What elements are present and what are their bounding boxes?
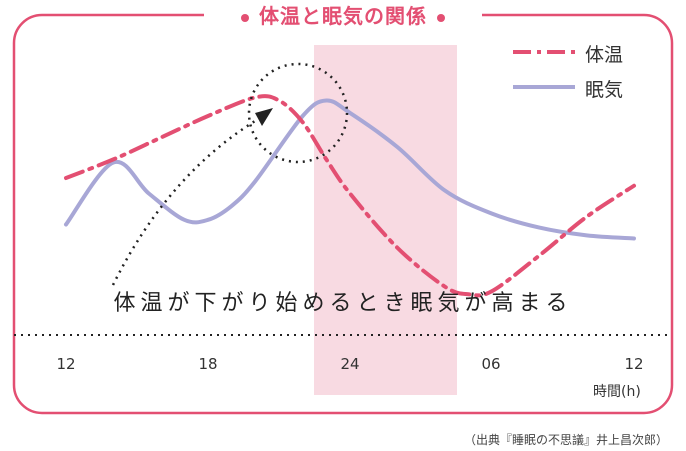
chart-title-text: 体温と眠気の関係 [259,4,427,28]
x-tick-label: 06 [481,355,501,373]
x-tick-label: 12 [624,355,644,373]
source-citation: （出典『睡眠の不思議』井上昌次郎） [463,433,668,447]
x-tick-label: 24 [340,355,360,373]
annotation-text: 体温が下がり始めるとき眠気が高まる [113,291,573,316]
x-tick-label: 12 [56,355,76,373]
series-line-sleepiness [64,98,636,241]
annotation-arrowhead [255,108,273,126]
title-dot-left [241,13,249,22]
highlight-band [314,45,457,395]
title-dot-right [437,13,445,22]
focus-circle [247,62,349,164]
title-background [204,3,482,29]
legend-label-temperature: 体温 [585,44,624,66]
legend-label-sleepiness: 眠気 [585,79,624,101]
annotation-arrow-line [111,113,266,286]
chart-title: 体温と眠気の関係 [0,3,686,29]
series-line-temperature [64,94,636,298]
x-axis-unit: 時間(h) [593,384,641,400]
x-tick-label: 18 [198,355,218,373]
